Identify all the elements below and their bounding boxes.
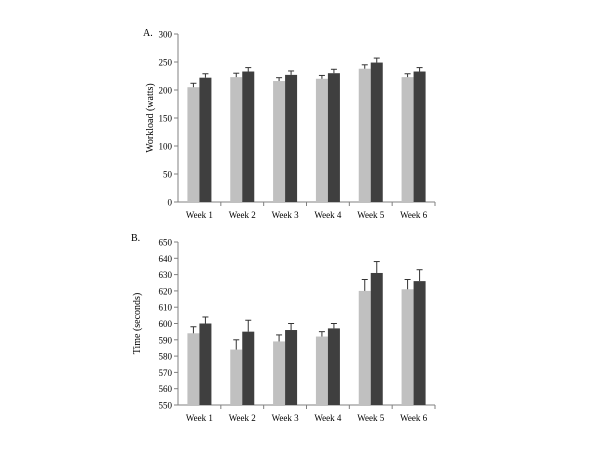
bar-a-s2: [242, 71, 255, 203]
chart-panel-b: B. Time (seconds) 550 560 570 580 590 600 610 620…: [131, 233, 436, 423]
y-axis-title-a: Workload (watts): [145, 83, 156, 152]
y-tick-label-b: 560: [159, 384, 173, 394]
x-tick-label-b: Week 4: [314, 413, 342, 423]
x-tick-label-b: Week 2: [229, 413, 256, 423]
x-tick-label-a: Week 5: [357, 210, 385, 220]
y-tick-label-b: 570: [159, 368, 173, 378]
y-tick-label-b: 580: [159, 352, 173, 362]
x-tick-label-b: Week 3: [272, 413, 300, 423]
y-tick-label-b: 620: [159, 286, 173, 296]
x-tick-label-a: Week 2: [229, 210, 256, 220]
bar-b-s1: [230, 349, 243, 405]
y-tick-label-b: 550: [159, 401, 173, 411]
x-tick-label-b: Week 1: [186, 413, 213, 423]
bar-a-s2: [327, 73, 340, 202]
y-tick-label-a: 50: [163, 170, 173, 180]
bar-b-s1: [401, 289, 414, 405]
y-tick-label-b: 590: [159, 335, 173, 345]
bar-a-s2: [199, 77, 212, 202]
bar-a-s2: [370, 62, 383, 203]
x-tick-label-a: Week 3: [272, 210, 300, 220]
y-axis-title-b: Time (seconds): [132, 293, 143, 355]
y-tick-label-a: 100: [159, 142, 173, 152]
y-tick-label-a: 300: [159, 30, 173, 40]
bar-b-s2: [199, 323, 212, 405]
bar-b-s1: [358, 290, 371, 405]
y-tick-label-a: 250: [159, 58, 173, 68]
y-tick-label-b: 600: [159, 319, 173, 329]
y-tick-label-a: 150: [159, 114, 173, 124]
chart-panel-a: A. Workload (watts) 0 50 100 150 200 250 300 Week…: [143, 28, 436, 220]
x-tick-label-a: Week 6: [400, 210, 428, 220]
bar-a-s1: [187, 87, 200, 202]
bar-a-s1: [315, 78, 328, 202]
x-tick-label-a: Week 1: [186, 210, 213, 220]
bar-b-s1: [315, 336, 328, 405]
bar-a-s1: [401, 77, 414, 202]
panel-label-a: A.: [143, 28, 153, 39]
bar-b-s2: [285, 330, 298, 405]
y-tick-label-a: 200: [159, 86, 173, 96]
x-tick-label-b: Week 5: [357, 413, 385, 423]
bar-b-s2: [413, 281, 426, 405]
bar-b-s2: [242, 331, 255, 405]
bar-a-s2: [413, 71, 426, 203]
bar-a-s1: [358, 68, 371, 202]
y-tick-label-b: 630: [159, 270, 173, 280]
bar-b-s1: [273, 341, 286, 405]
bar-b-s1: [187, 333, 200, 405]
x-tick-label-a: Week 4: [314, 210, 342, 220]
y-tick-label-b: 640: [159, 254, 173, 264]
bar-a-s1: [230, 77, 243, 202]
panel-label-b: B.: [131, 233, 140, 244]
bar-b-s2: [370, 272, 383, 405]
y-tick-label-a: 0: [168, 198, 173, 208]
bar-a-s1: [273, 81, 286, 202]
y-tick-label-b: 650: [159, 238, 173, 248]
bar-b-s2: [327, 328, 340, 405]
bar-a-s2: [285, 74, 298, 202]
x-tick-label-b: Week 6: [400, 413, 428, 423]
y-tick-label-b: 610: [159, 303, 173, 313]
